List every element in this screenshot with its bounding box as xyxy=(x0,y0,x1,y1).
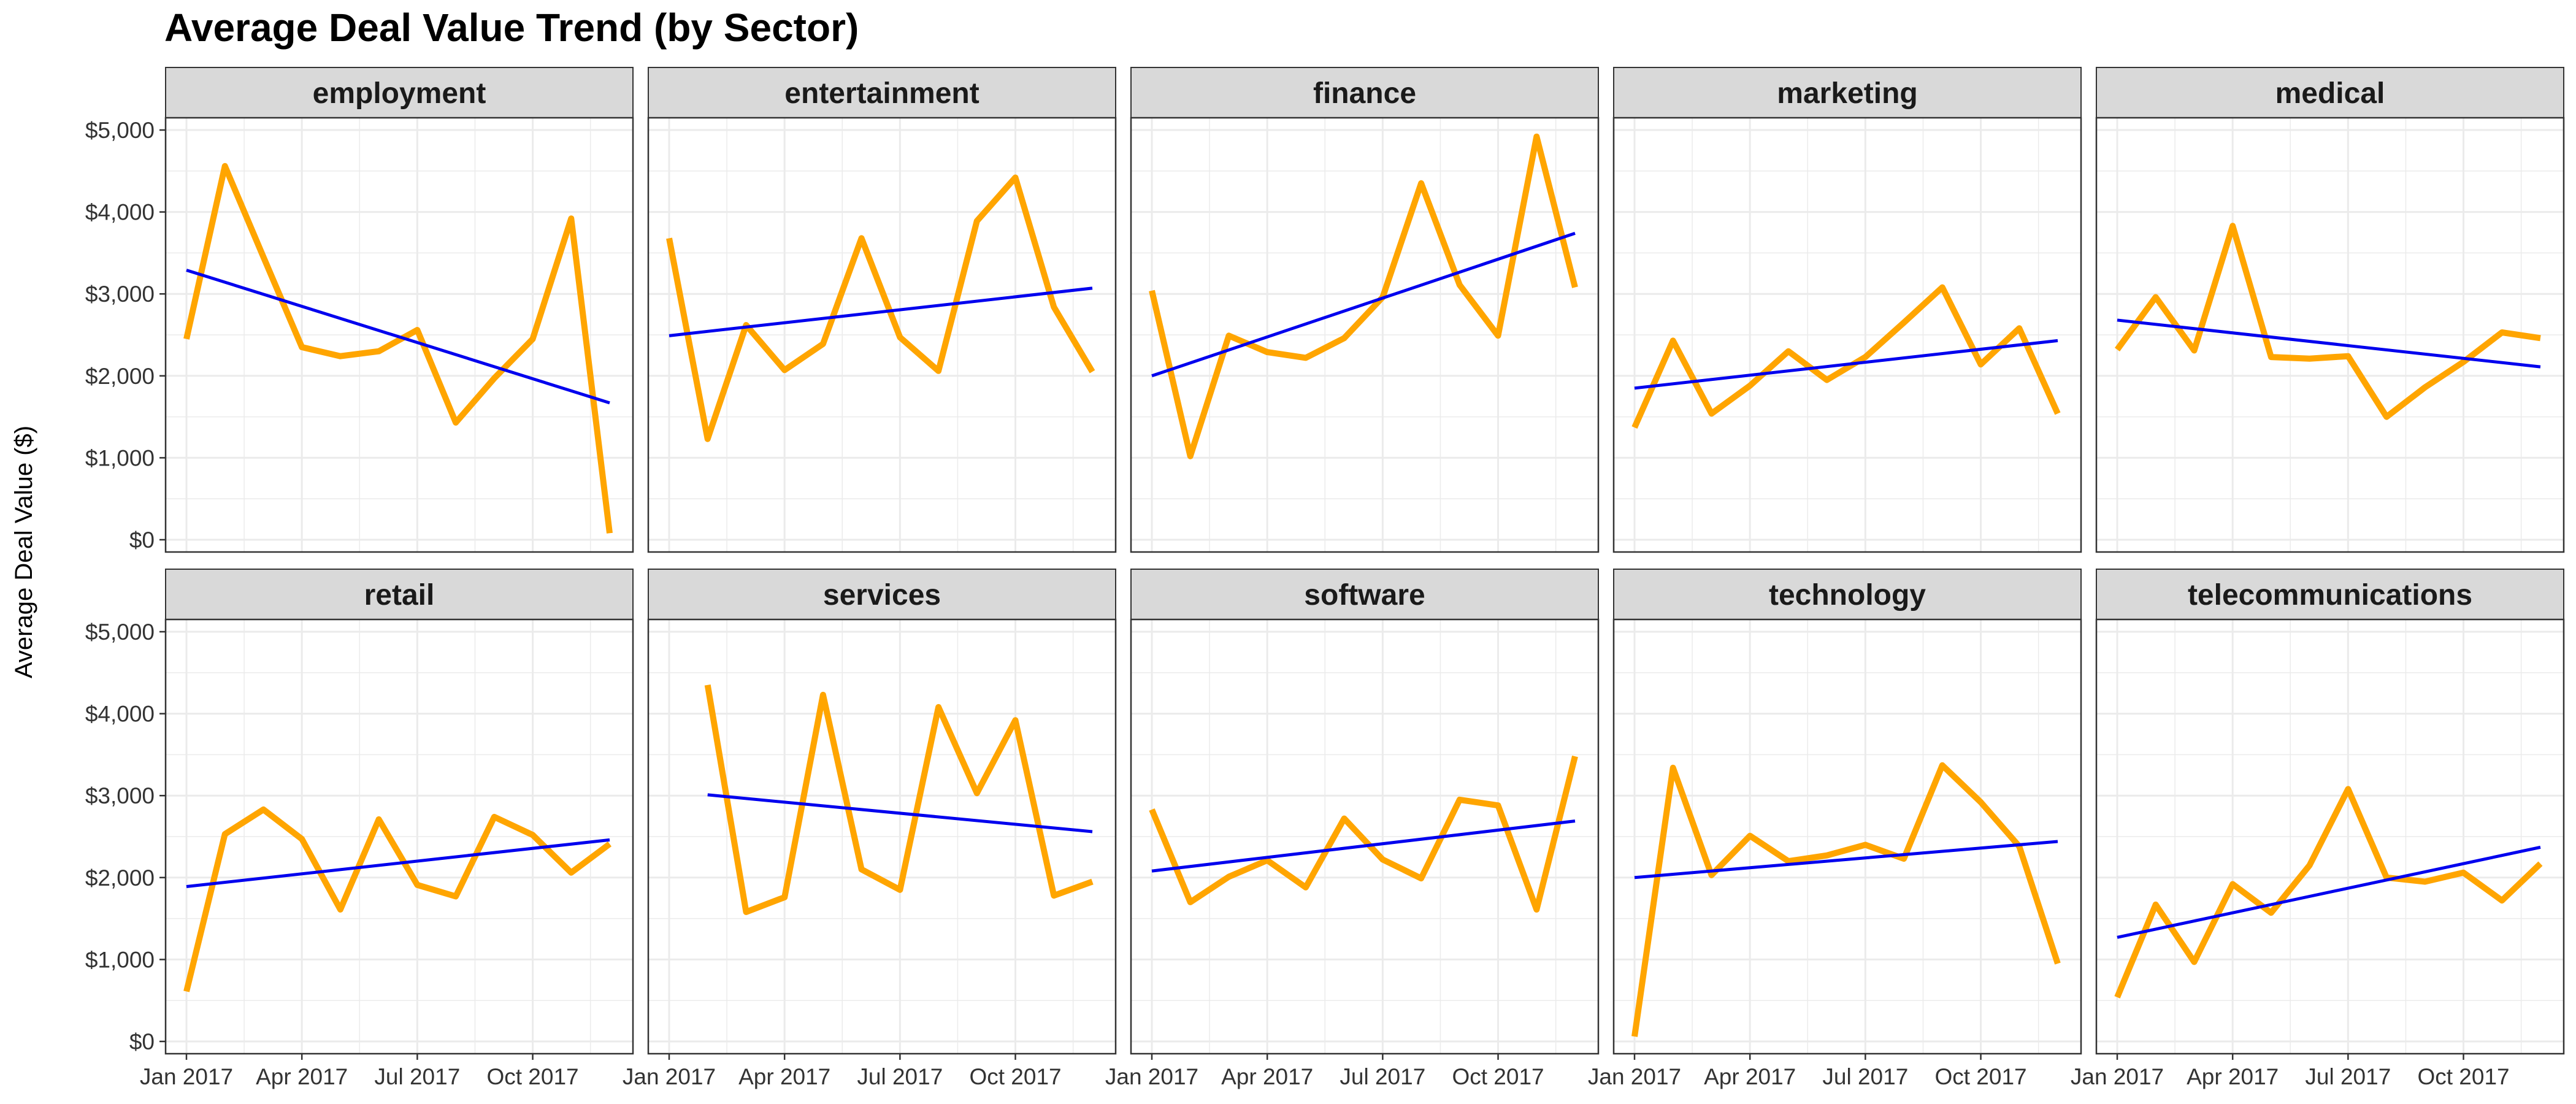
strip-label-marketing: marketing xyxy=(1777,77,1917,110)
x-tick-label: Apr 2017 xyxy=(2187,1064,2279,1089)
x-tick-label: Apr 2017 xyxy=(738,1064,830,1089)
y-tick-label: $1,000 xyxy=(85,445,155,470)
x-tick-label: Jul 2017 xyxy=(2305,1064,2391,1089)
y-tick-label: $4,000 xyxy=(85,702,155,727)
series-line-entertainment xyxy=(666,174,1095,442)
series-line-marketing xyxy=(1631,284,2061,429)
y-tick-label: $3,000 xyxy=(85,282,155,307)
panel-border-telecommunications xyxy=(2095,618,2565,1055)
x-tick-label: Jul 2017 xyxy=(1822,1064,1908,1089)
y-tick-label: $3,000 xyxy=(85,783,155,808)
x-tick-label: Oct 2017 xyxy=(969,1064,1061,1089)
trend-line-medical xyxy=(2117,318,2541,369)
x-tick-label: Oct 2017 xyxy=(2417,1064,2509,1089)
y-tick-label: $1,000 xyxy=(85,947,155,972)
panel-border-software xyxy=(1130,618,1600,1055)
panel-retail: retail $0 $1,000 $2,000 $3,000 $4,000 $5,000 Ja… xyxy=(85,569,634,1089)
trend-line-marketing xyxy=(1634,339,2058,390)
trend-line-telecommunications xyxy=(2117,845,2541,939)
panel-technology: technology Jan 2017 Apr 2017 Jul 2017 Oct 20… xyxy=(1588,569,2082,1089)
trend-line-employment xyxy=(186,269,610,405)
panel-marketing: marketing xyxy=(1612,67,2082,553)
y-axis-title: Average Deal Value ($) xyxy=(10,426,37,678)
strip-label-software: software xyxy=(1304,579,1425,611)
series-line-services xyxy=(704,684,1094,915)
series-line-telecommunications xyxy=(2114,786,2543,999)
strip-label-telecommunications: telecommunications xyxy=(2188,579,2472,611)
trend-line-retail xyxy=(186,838,610,888)
x-tick-label: Jan 2017 xyxy=(1105,1064,1198,1089)
strip-marketing xyxy=(1613,67,2082,118)
strip-employment xyxy=(165,67,634,118)
y-tick-label: $5,000 xyxy=(85,619,155,645)
series-line-retail xyxy=(183,806,611,992)
y-tick-label: $5,000 xyxy=(85,118,155,143)
x-tick-label: Jul 2017 xyxy=(857,1064,943,1089)
panel-border-marketing xyxy=(1612,117,2082,553)
y-tick-label: $0 xyxy=(129,527,155,553)
panel-software: software Jan 2017 Apr 2017 Jul 2017 Oct 2017 xyxy=(1105,569,1600,1089)
panel-services: services Jan 2017 Apr 2017 Jul 2017 Oct 2017 xyxy=(623,569,1117,1089)
strip-label-retail: retail xyxy=(364,579,435,611)
trend-line-services xyxy=(707,793,1093,834)
strip-label-medical: medical xyxy=(2275,77,2385,110)
y-tick-label: $0 xyxy=(129,1029,155,1054)
panel-finance: finance xyxy=(1130,67,1600,553)
series-line-technology xyxy=(1631,762,2061,1037)
panel-border-retail xyxy=(164,618,634,1055)
strip-services xyxy=(648,569,1116,620)
x-tick-label: Jan 2017 xyxy=(1588,1064,1681,1089)
series-line-employment xyxy=(183,163,613,534)
strip-telecommunications xyxy=(2096,569,2564,620)
y-tick-label: $4,000 xyxy=(85,200,155,225)
panel-entertainment: entertainment xyxy=(647,67,1117,553)
trend-line-software xyxy=(1151,819,1576,873)
trend-line-finance xyxy=(1151,231,1576,378)
strip-label-services: services xyxy=(823,579,941,611)
x-tick-label: Oct 2017 xyxy=(486,1064,578,1089)
x-tick-label: Apr 2017 xyxy=(256,1064,348,1089)
strip-label-entertainment: entertainment xyxy=(784,77,979,110)
x-tick-label: Jan 2017 xyxy=(623,1064,716,1089)
series-line-finance xyxy=(1149,133,1578,459)
strip-label-technology: technology xyxy=(1769,579,1926,611)
strip-label-finance: finance xyxy=(1313,77,1416,110)
series-line-software xyxy=(1149,755,1578,913)
strip-entertainment xyxy=(648,67,1116,118)
chart-title: Average Deal Value Trend (by Sector) xyxy=(164,6,859,50)
trend-line-technology xyxy=(1634,840,2058,880)
panel-telecommunications: telecommunications Jan 2017 Apr 2017 Jul 20… xyxy=(2071,569,2565,1089)
panel-medical: medical xyxy=(2095,67,2565,553)
x-tick-label: Jan 2017 xyxy=(140,1064,233,1089)
panel-border-medical xyxy=(2095,117,2565,553)
panel-border-technology xyxy=(1612,618,2082,1055)
strip-medical xyxy=(2096,67,2564,118)
strip-software xyxy=(1130,569,1599,620)
panel-border-entertainment xyxy=(647,117,1117,553)
panel-border-employment xyxy=(164,117,634,553)
panel-employment: employment $0 $1,000 $2,000 $3,000 $4,000 $5,0… xyxy=(85,67,634,553)
strip-label-employment: employment xyxy=(313,77,486,110)
panel-border-finance xyxy=(1130,117,1600,553)
x-tick-label: Apr 2017 xyxy=(1704,1064,1796,1089)
x-tick-label: Jul 2017 xyxy=(374,1064,460,1089)
x-tick-label: Oct 2017 xyxy=(1452,1064,1544,1089)
y-tick-label: $2,000 xyxy=(85,364,155,389)
x-tick-label: Apr 2017 xyxy=(1221,1064,1313,1089)
y-tick-label: $2,000 xyxy=(85,865,155,891)
x-tick-label: Jan 2017 xyxy=(2071,1064,2164,1089)
x-tick-label: Oct 2017 xyxy=(1934,1064,2026,1089)
x-tick-label: Jul 2017 xyxy=(1340,1064,1425,1089)
panel-border-services xyxy=(647,618,1117,1055)
trend-line-entertainment xyxy=(669,286,1093,337)
series-line-medical xyxy=(2114,223,2541,420)
